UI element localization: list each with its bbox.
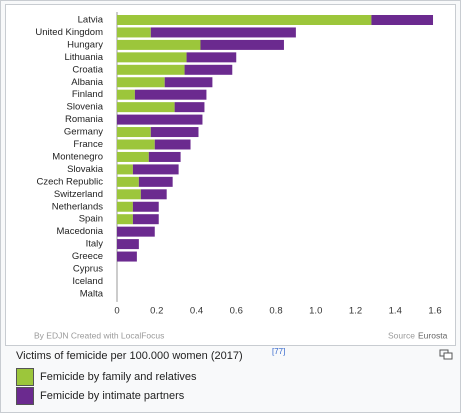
x-tick-label: 1.0 bbox=[309, 306, 322, 317]
category-label: Hungary bbox=[67, 39, 103, 50]
category-label: Switzerland bbox=[54, 189, 103, 200]
category-label: Greece bbox=[72, 251, 103, 262]
category-label: Italy bbox=[86, 239, 104, 250]
bar-segment bbox=[174, 102, 205, 113]
category-label: Slovakia bbox=[67, 164, 104, 175]
bar-segment bbox=[184, 64, 233, 75]
x-tick-label: 0.6 bbox=[230, 306, 243, 317]
x-tick-label: 1.4 bbox=[389, 306, 402, 317]
category-label: Albania bbox=[71, 77, 103, 88]
icon-part bbox=[443, 352, 453, 360]
bar-segment bbox=[371, 15, 434, 25]
bar-segment bbox=[117, 251, 137, 262]
bar-segment bbox=[117, 114, 203, 125]
bar-segment bbox=[117, 164, 133, 175]
bar-segment bbox=[150, 27, 296, 38]
category-label: Croatia bbox=[72, 64, 103, 75]
category-label: Romania bbox=[65, 114, 104, 125]
category-label: Iceland bbox=[72, 276, 103, 287]
bar-segment bbox=[117, 189, 141, 200]
bar-segment bbox=[132, 214, 159, 225]
legend-label: Femicide by family and relatives bbox=[40, 371, 197, 383]
bar-segment bbox=[117, 102, 175, 113]
credit: By EDJN Created with LocalFocus bbox=[34, 330, 164, 340]
category-label: Cyprus bbox=[73, 264, 103, 275]
reference[interactable]: [77] bbox=[272, 347, 285, 356]
bar-segment bbox=[117, 127, 151, 138]
bar-segment bbox=[117, 226, 155, 237]
source-label: Source bbox=[388, 330, 415, 340]
bar-segment bbox=[154, 139, 191, 150]
category-label: Czech Republic bbox=[36, 176, 103, 187]
category-label: Malta bbox=[80, 288, 104, 299]
bar-segment bbox=[138, 176, 173, 187]
bar-segment bbox=[148, 151, 181, 162]
category-label: Lithuania bbox=[64, 52, 103, 63]
bar-segment bbox=[150, 127, 199, 138]
bar-segment bbox=[117, 201, 133, 212]
category-label: Germany bbox=[64, 127, 103, 138]
bar-segment bbox=[117, 64, 185, 75]
bar-segment bbox=[117, 27, 151, 38]
bar-segment bbox=[117, 77, 165, 88]
x-tick-label: 0.2 bbox=[150, 306, 163, 317]
bar-segment bbox=[117, 239, 139, 250]
bar-segment bbox=[117, 176, 139, 187]
category-label: United Kingdom bbox=[35, 27, 103, 38]
bar-segment bbox=[117, 89, 135, 100]
legend-swatch bbox=[16, 387, 34, 405]
legend-label: Femicide by intimate partners bbox=[40, 390, 185, 402]
bar-segment bbox=[200, 39, 284, 50]
bar-segment bbox=[117, 52, 187, 63]
caption: Victims of femicide per 100.000 women (2… bbox=[16, 350, 243, 362]
category-label: France bbox=[73, 139, 103, 150]
bar-segment bbox=[117, 151, 149, 162]
category-label: Slovenia bbox=[67, 102, 104, 113]
bar-segment bbox=[117, 15, 372, 25]
bar-segment bbox=[132, 164, 179, 175]
category-label: Finland bbox=[72, 89, 103, 100]
category-label: Netherlands bbox=[52, 201, 103, 212]
category-label: Latvia bbox=[78, 15, 104, 26]
bar-segment bbox=[132, 201, 159, 212]
category-label: Spain bbox=[79, 214, 103, 225]
x-tick-label: 0.4 bbox=[190, 306, 203, 317]
bar-segment bbox=[140, 189, 167, 200]
x-tick-label: 1.2 bbox=[349, 306, 362, 317]
bar-segment bbox=[134, 89, 207, 100]
x-tick-label: 1.6 bbox=[428, 306, 441, 317]
x-tick-label: 0 bbox=[114, 306, 119, 317]
source-link[interactable]: Eurosta bbox=[418, 330, 448, 340]
bar-segment bbox=[164, 77, 213, 88]
bar-segment bbox=[117, 39, 201, 50]
legend: Femicide by family and relatives Femicide… bbox=[16, 368, 197, 405]
x-tick-label: 0.8 bbox=[269, 306, 282, 317]
legend-swatch bbox=[16, 368, 34, 386]
category-label: Montenegro bbox=[52, 151, 103, 162]
bar-segment bbox=[117, 214, 133, 225]
bar-segment bbox=[117, 139, 155, 150]
category-label: Macedonia bbox=[57, 226, 104, 237]
bar-segment bbox=[186, 52, 237, 63]
expand-icon[interactable] bbox=[439, 349, 453, 360]
